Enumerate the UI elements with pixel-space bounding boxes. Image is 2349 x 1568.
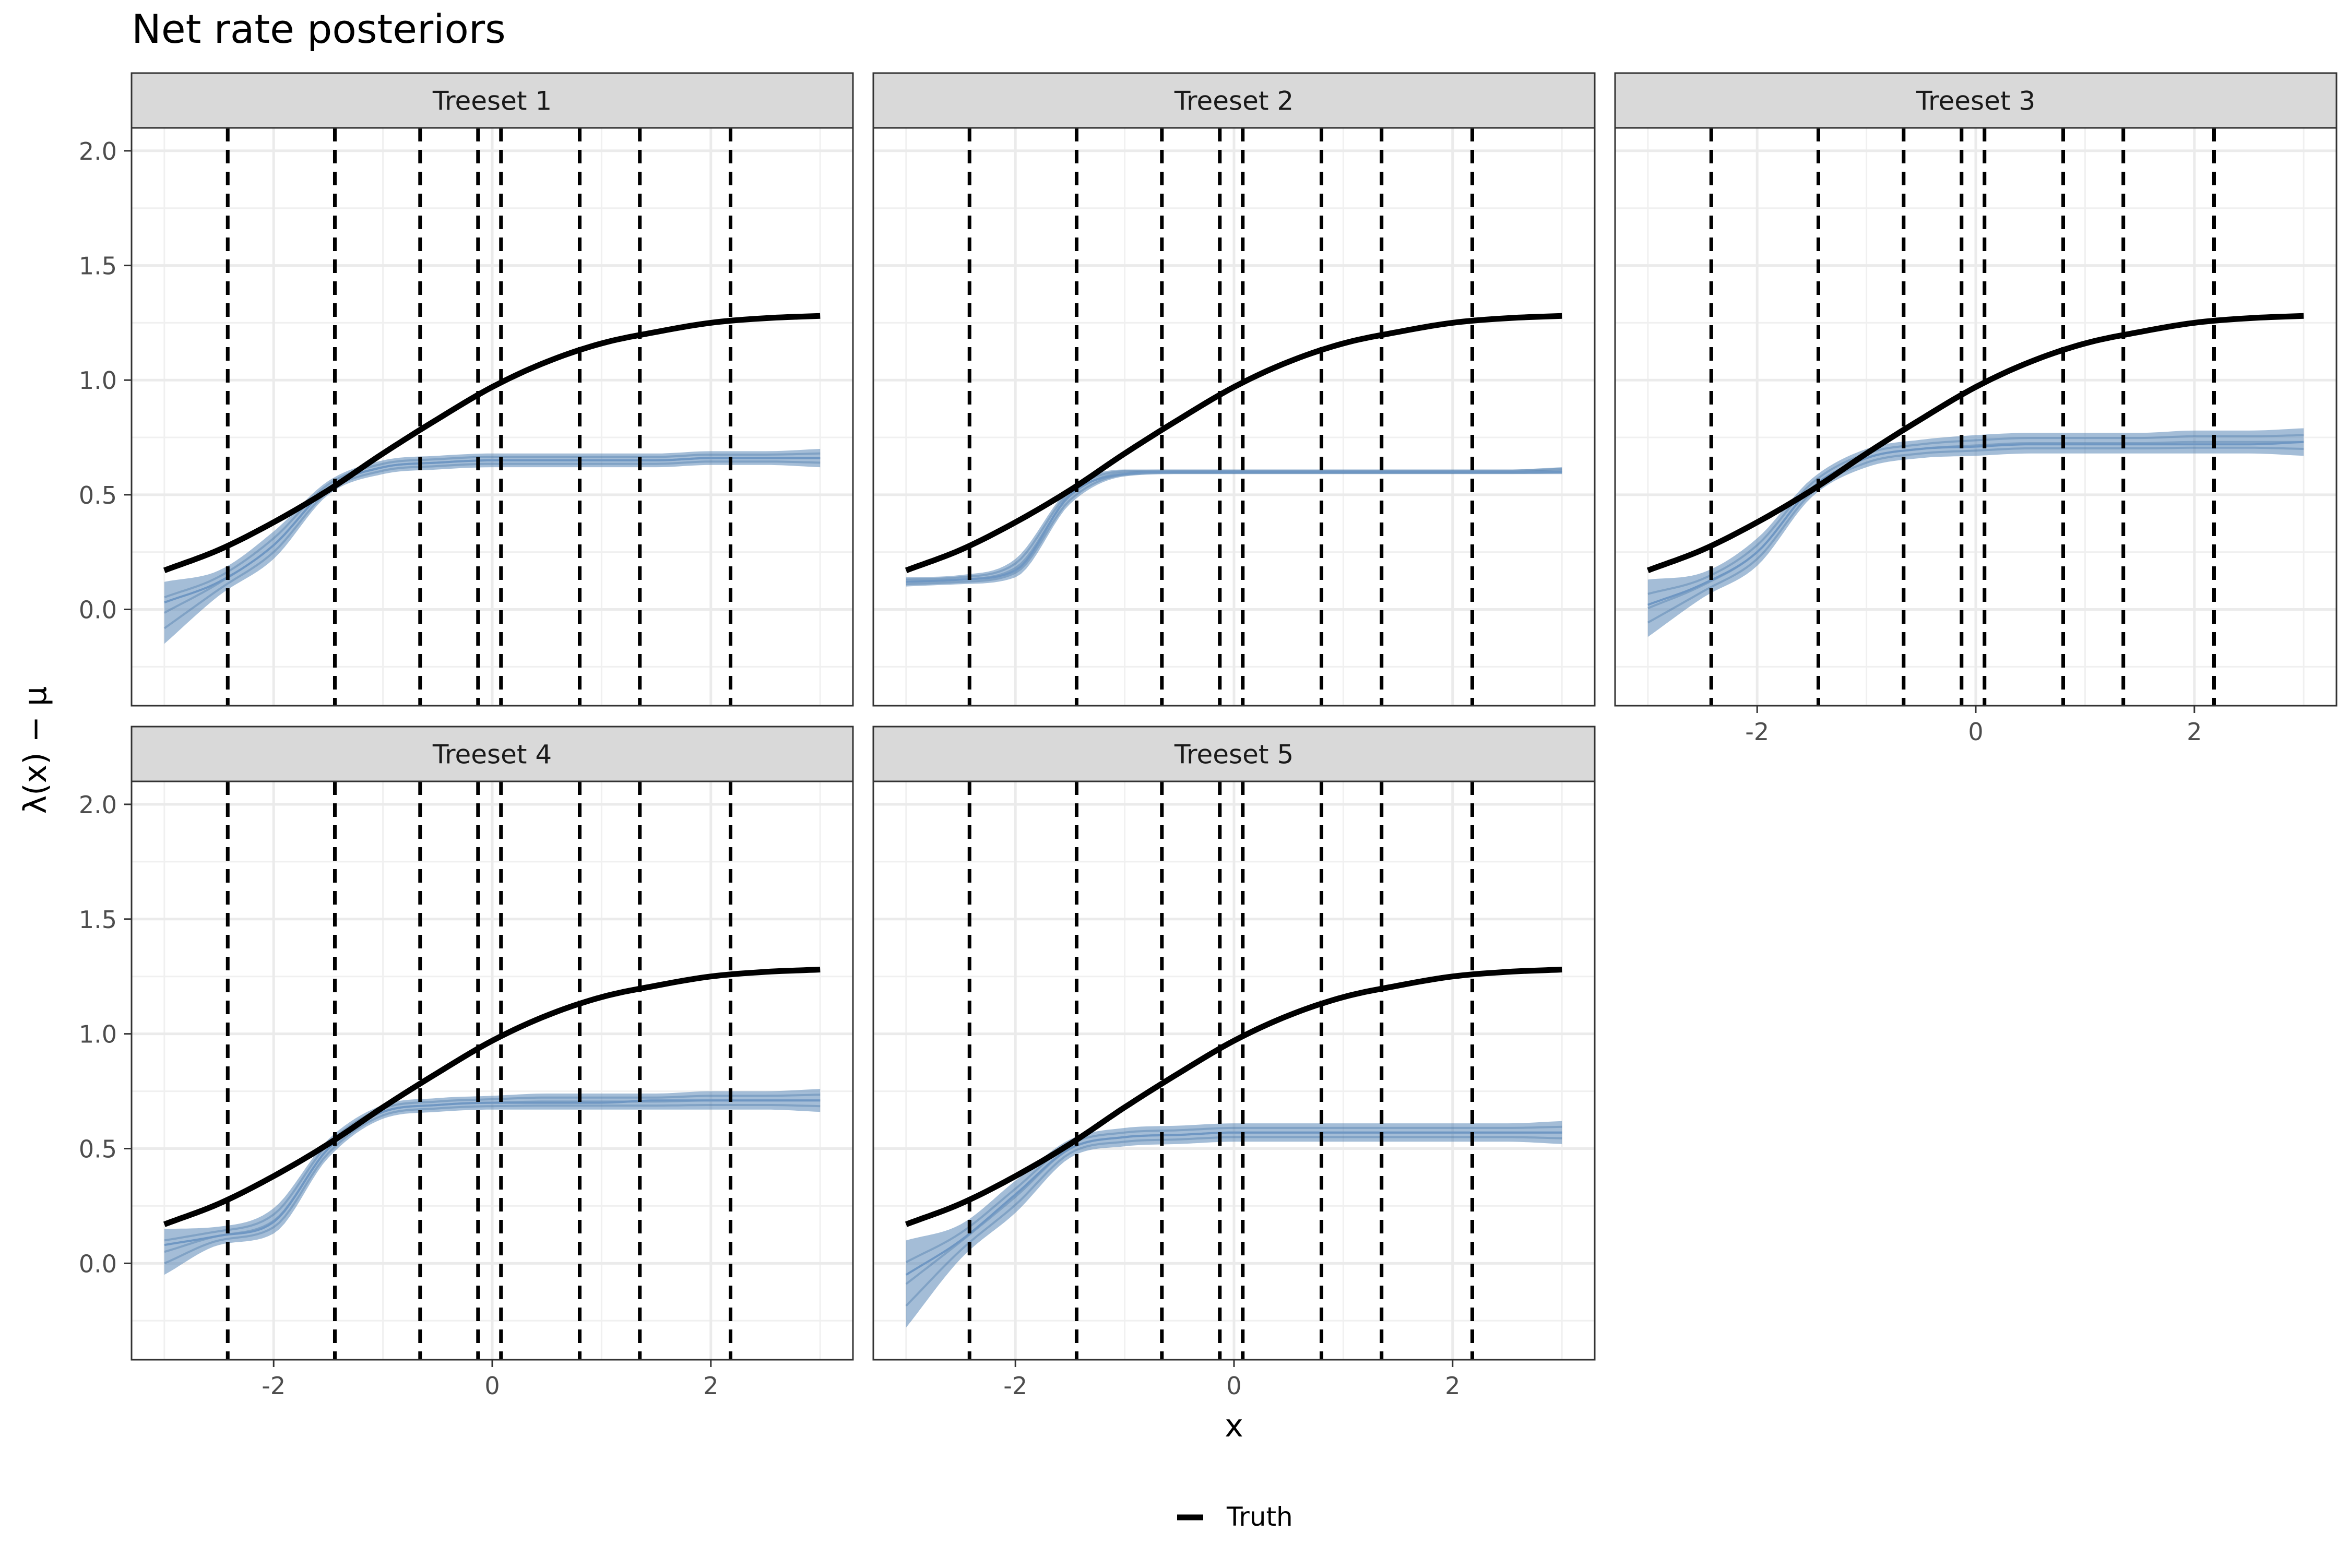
posterior-sample-line — [164, 452, 821, 599]
truth-curve — [905, 313, 1562, 573]
facet-panel: Treeset 3 -2 0 2 — [1614, 72, 2338, 746]
y-tick-label: 2.0 — [79, 791, 117, 819]
facet-strip — [1614, 72, 2338, 129]
truth-curve — [163, 313, 821, 573]
posterior-mean-line — [905, 1131, 1562, 1276]
facet-strip — [130, 726, 854, 782]
facet-panel: Treeset 4 0.0 0.5 1.0 1.5 2.0 -2 0 2 — [79, 726, 854, 1400]
x-tick-label: 0 — [1226, 1372, 1241, 1400]
y-tick-label: 0.0 — [79, 596, 117, 624]
facet-strip-label: Treeset 4 — [432, 740, 552, 770]
legend-label-truth: Truth — [1226, 1502, 1293, 1532]
posterior-sample-line — [906, 471, 1562, 586]
posterior-band — [164, 1089, 821, 1275]
posterior-sample-line — [905, 1125, 1562, 1263]
y-tick-label: 1.5 — [79, 252, 117, 280]
y-tick-label: 0.0 — [79, 1250, 117, 1278]
facet-strip — [872, 72, 1596, 129]
facet-strip — [130, 72, 854, 129]
posterior-band — [1647, 428, 2304, 637]
y-tick-label: 2.0 — [79, 137, 117, 165]
x-tick-label: 0 — [1968, 718, 1983, 746]
truth-curve — [905, 967, 1562, 1227]
posterior-sample-line — [1647, 434, 2304, 595]
legend: Truth — [1177, 1502, 1293, 1532]
posterior-sample-line — [1647, 446, 2304, 624]
posterior-sample-line — [164, 1094, 821, 1242]
y-tick-label: 1.0 — [79, 1020, 117, 1049]
facet-strip — [872, 726, 1596, 782]
x-axis-label: x — [1225, 1408, 1243, 1444]
posterior-mean-line — [164, 1099, 821, 1246]
y-axis-label: λ(x) − μ — [17, 686, 54, 814]
x-tick-label: -2 — [262, 1372, 286, 1400]
chart-title: Net rate posteriors — [132, 6, 506, 52]
facet-strip-label: Treeset 3 — [1916, 86, 2035, 116]
y-tick-label: 0.5 — [79, 1135, 117, 1163]
y-tick-label: 1.0 — [79, 366, 117, 395]
posterior-band — [906, 1121, 1562, 1328]
x-tick-label: 0 — [484, 1372, 500, 1400]
posterior-sample-line — [164, 1104, 821, 1265]
facet-strip-label: Treeset 2 — [1174, 86, 1294, 116]
x-tick-label: -2 — [1003, 1372, 1027, 1400]
facet-strip-label: Treeset 5 — [1174, 740, 1294, 770]
facet-strip-label: Treeset 1 — [432, 86, 552, 116]
posterior-band — [906, 467, 1562, 587]
posterior-mean-line — [906, 470, 1562, 583]
facet-panels: Treeset 1 0.0 0.5 1.0 1.5 2.0 Treeset 2 Treeset… — [79, 72, 2338, 1400]
x-tick-label: 2 — [1445, 1372, 1460, 1400]
y-tick-label: 0.5 — [79, 481, 117, 509]
truth-curve — [163, 967, 821, 1227]
facet-panel: Treeset 2 — [872, 72, 1596, 707]
facet-panel: Treeset 1 0.0 0.5 1.0 1.5 2.0 — [79, 72, 854, 707]
y-tick-label: 1.5 — [79, 906, 117, 934]
posterior-sample-line — [905, 1136, 1562, 1307]
x-tick-label: 2 — [2187, 718, 2202, 746]
posterior-mean-line — [1647, 441, 2304, 606]
x-tick-label: -2 — [1745, 718, 1769, 746]
truth-curve — [1646, 313, 2304, 573]
posterior-sample-line — [906, 468, 1562, 581]
x-tick-label: 2 — [703, 1372, 718, 1400]
posterior-sample-line — [163, 460, 821, 629]
facet-panel: Treeset 5 -2 0 2 — [872, 726, 1596, 1400]
posterior-mean-line — [164, 457, 821, 604]
